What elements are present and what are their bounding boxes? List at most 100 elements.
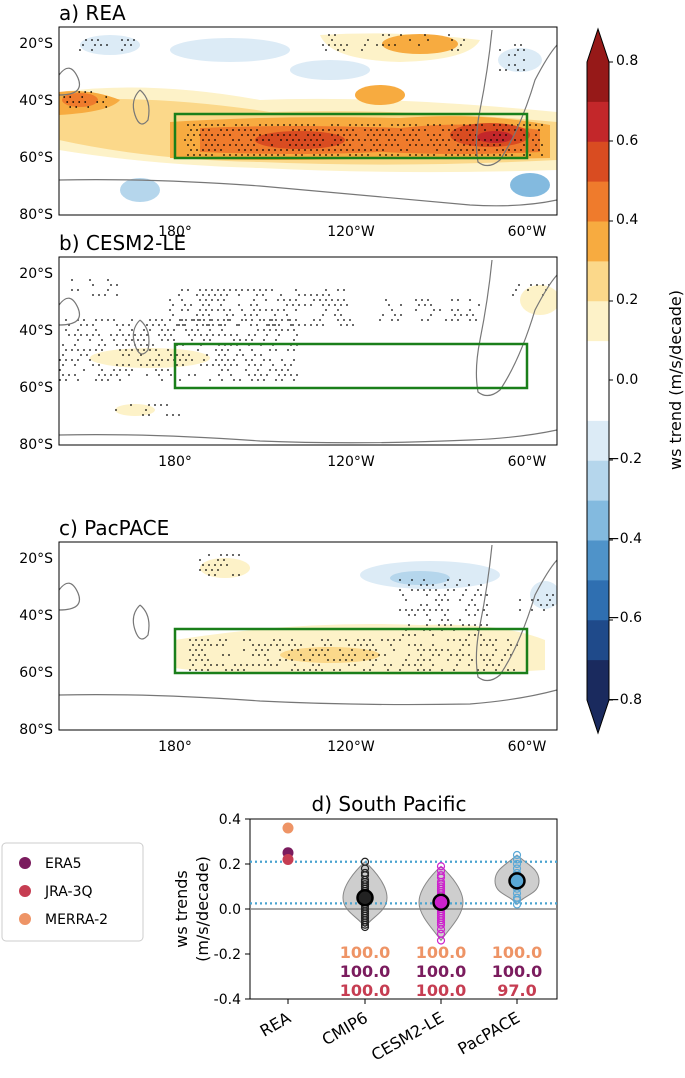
stipple-dot bbox=[65, 359, 67, 361]
stipple-dot bbox=[95, 319, 97, 321]
stipple-dot bbox=[340, 149, 342, 151]
stipple-dot bbox=[268, 324, 270, 326]
stipple-dot bbox=[220, 564, 222, 566]
stipple-dot bbox=[469, 124, 471, 126]
member-point bbox=[436, 936, 446, 945]
stipple-dot bbox=[97, 39, 99, 41]
reference-lines bbox=[250, 860, 557, 905]
stipple-dot bbox=[337, 49, 339, 51]
stipple-dot bbox=[304, 149, 306, 151]
stipple-dot bbox=[245, 369, 247, 371]
stipple-dot bbox=[339, 669, 341, 671]
stipple-dot bbox=[134, 334, 136, 336]
stipple-dot bbox=[484, 149, 486, 151]
stipple-dot bbox=[284, 374, 286, 376]
stipple-dot bbox=[226, 564, 228, 566]
stipple-dot bbox=[201, 649, 203, 651]
stipple-dot bbox=[241, 134, 243, 136]
stipple-dot bbox=[295, 289, 297, 291]
stipple-dot bbox=[532, 149, 534, 151]
stipple-dot bbox=[400, 149, 402, 151]
stipple-dot bbox=[502, 149, 504, 151]
stipple-dot bbox=[296, 334, 298, 336]
stipple-dot bbox=[210, 664, 212, 666]
stipple-dot bbox=[292, 324, 294, 326]
stipple-dot bbox=[303, 659, 305, 661]
stipple-dot bbox=[415, 154, 417, 156]
stipple-dot bbox=[192, 664, 194, 666]
stipple-dot bbox=[293, 359, 295, 361]
stipple-dot bbox=[463, 144, 465, 146]
stipple-dot bbox=[179, 359, 181, 361]
stipple-dot bbox=[220, 554, 222, 556]
stipple-dot bbox=[181, 299, 183, 301]
stipple-dot bbox=[250, 314, 252, 316]
stipple-dot bbox=[182, 364, 184, 366]
stipple-dot bbox=[478, 304, 480, 306]
stipple-dot bbox=[471, 599, 473, 601]
stipple-dot bbox=[271, 309, 273, 311]
stipple-dot bbox=[191, 329, 193, 331]
stipple-dot bbox=[208, 564, 210, 566]
stipple-dot bbox=[390, 644, 392, 646]
stipple-dot bbox=[318, 654, 320, 656]
stipple-dot bbox=[295, 124, 297, 126]
stipple-dot bbox=[189, 639, 191, 641]
stipple-dot bbox=[193, 134, 195, 136]
stipple-dot bbox=[248, 374, 250, 376]
legend-frame bbox=[1, 842, 144, 942]
stipple-dot bbox=[229, 134, 231, 136]
stipple-dot bbox=[226, 129, 228, 131]
stipple-dot bbox=[190, 129, 192, 131]
stipple-dot bbox=[499, 134, 501, 136]
stipple-dot bbox=[152, 344, 154, 346]
stipple-dot bbox=[119, 349, 121, 351]
stipple-dot bbox=[328, 294, 330, 296]
stipple-dot bbox=[420, 654, 422, 656]
stipple-dot bbox=[334, 34, 336, 36]
stipple-dot bbox=[402, 664, 404, 666]
stipple-dot bbox=[254, 354, 256, 356]
stipple-dot bbox=[538, 139, 540, 141]
stipple-dot bbox=[287, 329, 289, 331]
stipple-dot bbox=[427, 154, 429, 156]
stipple-dot bbox=[538, 149, 540, 151]
stipple-dot bbox=[269, 329, 271, 331]
stipple-dot bbox=[447, 639, 449, 641]
stipple-dot bbox=[155, 359, 157, 361]
stipple-dot bbox=[121, 49, 123, 51]
stipple-dot bbox=[499, 154, 501, 156]
stipple-dot bbox=[275, 329, 277, 331]
stipple-dot bbox=[253, 134, 255, 136]
y-tick-label: -0.4 bbox=[214, 992, 241, 1008]
colorbar-segment bbox=[587, 301, 609, 342]
stipple-dot bbox=[105, 106, 108, 108]
stipple-dot bbox=[520, 149, 522, 151]
map-frame-c bbox=[58, 541, 558, 731]
stipple-dot bbox=[128, 374, 130, 376]
stipple-dot bbox=[169, 319, 171, 321]
stipple-dot bbox=[454, 129, 456, 131]
stipple-dot bbox=[531, 609, 533, 611]
stipple-dot bbox=[334, 304, 336, 306]
stipple-dot bbox=[394, 314, 396, 316]
stipple-dot bbox=[423, 659, 425, 661]
stipple-dot bbox=[520, 44, 522, 46]
stipple-dot bbox=[337, 154, 339, 156]
stipple-dot bbox=[161, 329, 163, 331]
stipple-dot bbox=[232, 574, 234, 576]
stipple-dot bbox=[408, 644, 410, 646]
contour-a-core3 bbox=[477, 131, 513, 143]
stipple-dot bbox=[83, 349, 85, 351]
stipple-dot bbox=[285, 659, 287, 661]
stipple-dot bbox=[536, 284, 538, 286]
stipple-dot bbox=[208, 149, 210, 151]
stipple-dot bbox=[382, 129, 384, 131]
stipple-dot bbox=[251, 339, 253, 341]
stipple-dot bbox=[493, 134, 495, 136]
stipple-dot bbox=[284, 364, 286, 366]
stipple-dot bbox=[535, 124, 537, 126]
stipple-dot bbox=[173, 339, 175, 341]
svg-text:−0.2: −0.2 bbox=[608, 451, 642, 467]
stipple-dot bbox=[116, 374, 118, 376]
